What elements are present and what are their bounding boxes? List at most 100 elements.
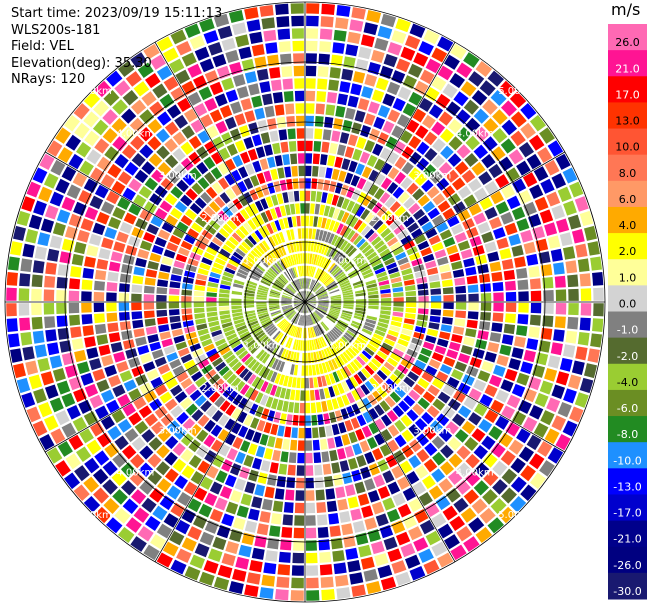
velocity-gate (391, 281, 403, 288)
velocity-gate (400, 177, 413, 190)
velocity-gate (481, 435, 496, 450)
velocity-gate (418, 97, 433, 112)
velocity-gate (487, 341, 500, 353)
velocity-gate (510, 476, 527, 493)
start-time-label: Start time: 2023/09/19 15:11:13 (11, 6, 223, 21)
velocity-gate (285, 103, 295, 115)
velocity-gate (332, 384, 341, 396)
velocity-gate (381, 342, 393, 352)
velocity-gate (351, 203, 361, 215)
velocity-gate (98, 248, 111, 260)
velocity-gate (226, 219, 238, 231)
velocity-gate (296, 302, 305, 310)
velocity-gate (463, 257, 475, 268)
velocity-gate (355, 386, 366, 399)
velocity-gate (386, 181, 399, 194)
velocity-gate (274, 262, 283, 272)
velocity-gate (420, 347, 433, 357)
velocity-gate (259, 511, 271, 523)
velocity-gate (351, 122, 362, 135)
velocity-gate (83, 178, 98, 193)
velocity-gate (366, 251, 378, 261)
velocity-gate (22, 243, 35, 258)
velocity-gate (238, 425, 249, 438)
velocity-gate (305, 515, 316, 526)
velocity-gate (318, 363, 324, 375)
velocity-gate (7, 333, 20, 348)
velocity-gate (290, 268, 296, 279)
velocity-gate (296, 294, 305, 302)
velocity-gate (314, 464, 323, 476)
velocity-gate (207, 548, 223, 563)
velocity-gate (25, 360, 39, 375)
velocity-gate (408, 454, 422, 469)
range-ring-label: 2.00km (201, 383, 239, 394)
velocity-gate (321, 217, 327, 229)
velocity-gate (360, 125, 372, 138)
velocity-gate (194, 197, 207, 209)
velocity-gate (429, 420, 443, 434)
velocity-gate (198, 86, 213, 101)
velocity-gate (194, 395, 207, 407)
velocity-gate (258, 314, 269, 320)
velocity-gate (457, 382, 471, 395)
velocity-gate (375, 513, 389, 527)
velocity-gate (290, 282, 298, 292)
velocity-gate (421, 371, 434, 383)
velocity-gate (317, 338, 323, 349)
velocity-gate (125, 348, 138, 359)
velocity-gate (200, 114, 213, 128)
velocity-gate (465, 135, 480, 151)
velocity-gate (119, 321, 132, 331)
velocity-gate (391, 316, 403, 323)
velocity-gate (138, 127, 154, 142)
velocity-gate (387, 548, 403, 563)
velocity-gate (305, 103, 315, 114)
velocity-gate (269, 250, 278, 261)
velocity-gate (252, 268, 263, 277)
velocity-gate (131, 437, 146, 452)
velocity-gate (300, 203, 305, 214)
velocity-gate (284, 166, 292, 178)
velocity-gate (231, 169, 242, 182)
velocity-gate (311, 414, 318, 426)
velocity-gate (429, 170, 443, 184)
velocity-gate (408, 167, 421, 181)
velocity-gate (313, 216, 319, 227)
velocity-gate (280, 335, 288, 346)
velocity-gate (288, 191, 295, 203)
velocity-gate (255, 378, 265, 390)
velocity-gate (222, 244, 234, 254)
velocity-gate (295, 253, 299, 265)
velocity-gate (256, 304, 267, 307)
velocity-gate (204, 97, 218, 112)
velocity-gate (149, 487, 165, 503)
velocity-gate (200, 191, 212, 204)
velocity-gate (112, 99, 128, 115)
velocity-gate (318, 426, 326, 438)
velocity-gate (232, 436, 244, 450)
velocity-gate (272, 91, 284, 104)
velocity-gate (244, 310, 256, 315)
velocity-gate (275, 589, 289, 601)
velocity-gate (489, 261, 502, 272)
velocity-gate (315, 310, 324, 318)
velocity-gate (328, 386, 336, 398)
velocity-gate (372, 263, 384, 271)
velocity-gate (254, 363, 264, 375)
velocity-gate (473, 212, 487, 225)
velocity-gate (276, 399, 284, 411)
velocity-gate (228, 336, 240, 345)
velocity-gate (356, 258, 367, 268)
velocity-gate (437, 200, 451, 213)
velocity-gate (299, 178, 305, 189)
velocity-gate (300, 390, 305, 401)
velocity-gate (331, 130, 341, 142)
velocity-gate (47, 248, 60, 262)
velocity-gate (280, 273, 289, 283)
velocity-gate (93, 487, 110, 504)
velocity-gate (287, 464, 296, 476)
velocity-gate (544, 428, 560, 445)
velocity-gate (437, 36, 454, 52)
velocity-gate (416, 276, 428, 284)
